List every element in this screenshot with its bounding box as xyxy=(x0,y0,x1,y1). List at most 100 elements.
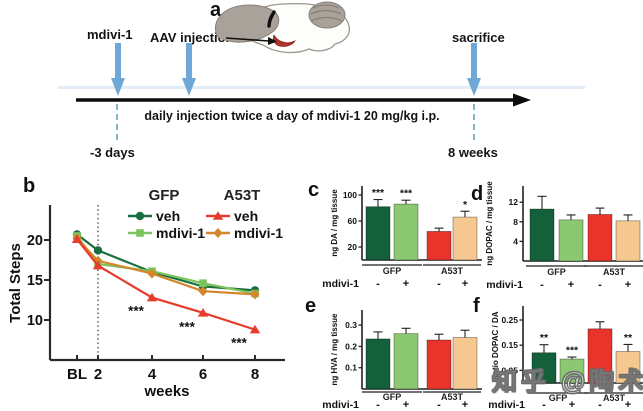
bar xyxy=(529,208,555,262)
y-tick-label: 0.1 xyxy=(345,363,357,373)
mdivi-row-label: mdivi-1 xyxy=(486,279,523,291)
y-tick-label: 20 xyxy=(27,233,43,249)
legend-entry-label: mdivi-1 xyxy=(234,225,283,241)
sacrifice-arrow-icon xyxy=(467,43,481,96)
marker-diamond xyxy=(198,286,208,297)
marker-triangle xyxy=(212,211,224,220)
cerebellum-folds xyxy=(310,4,343,22)
cerebellum-shape xyxy=(308,1,346,29)
y-tick-label: 8 xyxy=(513,217,518,227)
group-label: GFP xyxy=(547,267,566,277)
marker-triangle xyxy=(146,292,158,302)
y-tick-label: 0.05 xyxy=(501,365,518,375)
aav-injection-label: AAV injection xyxy=(150,30,234,45)
timeline-end-label: 8 weeks xyxy=(448,145,498,160)
timeline-start-label: -3 days xyxy=(90,145,135,160)
panel-d-chart: 4 8 12 ng DOPAC / mg tissue GFP A53T mdivi-1 - +… xyxy=(485,181,643,291)
timeline-tick-start xyxy=(116,104,118,140)
aav-pointer-arrow-icon xyxy=(225,37,277,45)
group-label: A53T xyxy=(603,393,626,403)
x-tick-label: 2 xyxy=(94,366,102,383)
y-tick-label: 4 xyxy=(513,236,518,246)
legend-group-label: GFP xyxy=(149,187,180,204)
y-tick-label: 100 xyxy=(343,190,357,200)
x-tick-label: BL xyxy=(67,366,87,383)
mdivi-row-label: mdivi-1 xyxy=(322,278,359,290)
timeline-highlight-band xyxy=(58,86,585,89)
panel-e-label: e xyxy=(305,295,317,317)
significance-stars: *** xyxy=(372,187,385,199)
panel-c-label: c xyxy=(308,179,320,201)
legend-entry-label: veh xyxy=(234,208,258,224)
significance-stars: *** xyxy=(128,303,145,318)
significance-stars: * xyxy=(463,199,468,211)
group-label: GFP xyxy=(383,266,402,276)
x-tick-label: 8 xyxy=(251,366,259,383)
group-label: GFP xyxy=(383,392,402,402)
mdivi-treatment-label: mdivi-1 xyxy=(87,27,133,42)
mdivi-sign: - xyxy=(437,278,441,290)
bar xyxy=(426,339,452,390)
series-line xyxy=(76,237,256,296)
y-tick-label: 0.3 xyxy=(345,320,357,330)
mdivi-sign: + xyxy=(625,399,631,411)
marker-circle xyxy=(93,246,103,255)
legend-group-label: A53T xyxy=(224,187,261,204)
y-axis-label: ratio DOPAC / DA xyxy=(491,311,500,377)
significance-stars: *** xyxy=(179,319,196,334)
group-label: A53T xyxy=(441,266,464,276)
bar xyxy=(615,220,641,262)
group-label: A53T xyxy=(603,267,626,277)
group-label: A53T xyxy=(441,392,464,402)
bar xyxy=(531,352,557,384)
mdivi-sign: + xyxy=(625,279,631,291)
mdivi-sign: + xyxy=(569,399,575,411)
significance-stars: *** xyxy=(231,335,248,350)
mdivi-sign: - xyxy=(542,399,546,411)
marker-triangle xyxy=(249,324,261,334)
y-tick-label: 12 xyxy=(509,197,519,207)
y-axis-label: ng DA / mg tissue xyxy=(330,189,339,257)
group-label: GFP xyxy=(549,393,568,403)
bar xyxy=(587,328,613,384)
series-line xyxy=(76,235,256,295)
panel-e-chart: 0.1 0.2 0.3 ng HVA / mg tissue GFP A53T mdivi-… xyxy=(322,310,482,411)
watermark: 知乎 @陶术 xyxy=(491,367,643,396)
panel-b-chart: 10 15 20 BL 2 4 6 8 weeks Total Steps *** *** *** GFP… xyxy=(7,187,285,400)
mdivi-sign: - xyxy=(598,399,602,411)
mdivi-sign: - xyxy=(376,278,380,290)
mdivi-row-label: mdivi-1 xyxy=(322,399,359,411)
mdivi-sign: - xyxy=(376,399,380,411)
bar xyxy=(426,231,452,261)
mdivi-sign: + xyxy=(568,279,574,291)
timeline-tick-end xyxy=(473,104,475,140)
brain-illustration xyxy=(214,1,351,54)
sacrifice-label: sacrifice xyxy=(452,30,505,45)
y-axis-label: ng DOPAC / mg tissue xyxy=(485,181,494,266)
legend-entry-label: mdivi-1 xyxy=(156,225,205,241)
mdivi-sign: + xyxy=(462,278,468,290)
marker-square xyxy=(199,279,207,287)
bar xyxy=(452,337,478,390)
timeline-caption: daily injection twice a day of mdivi-1 2… xyxy=(144,109,440,123)
y-tick-label: 20 xyxy=(348,242,358,252)
bar xyxy=(365,206,391,261)
x-axis-label: weeks xyxy=(143,383,189,400)
needle-tract-mark xyxy=(267,10,276,28)
mdivi-sign: + xyxy=(462,399,468,411)
legend-entry-label: veh xyxy=(156,208,180,224)
significance-stars: ** xyxy=(624,332,633,344)
x-tick-label: 6 xyxy=(199,366,207,383)
y-tick-label: 0.2 xyxy=(345,341,357,351)
panel-a-label: a xyxy=(210,0,222,21)
mdivi-row-label: mdivi-1 xyxy=(488,399,525,411)
marker-triangle xyxy=(92,260,104,270)
timeline-arrow xyxy=(76,93,531,107)
marker-triangle xyxy=(197,308,209,317)
marker-diamond xyxy=(213,228,223,238)
cerebrum-shape xyxy=(214,4,280,43)
marker-diamond xyxy=(250,289,260,300)
